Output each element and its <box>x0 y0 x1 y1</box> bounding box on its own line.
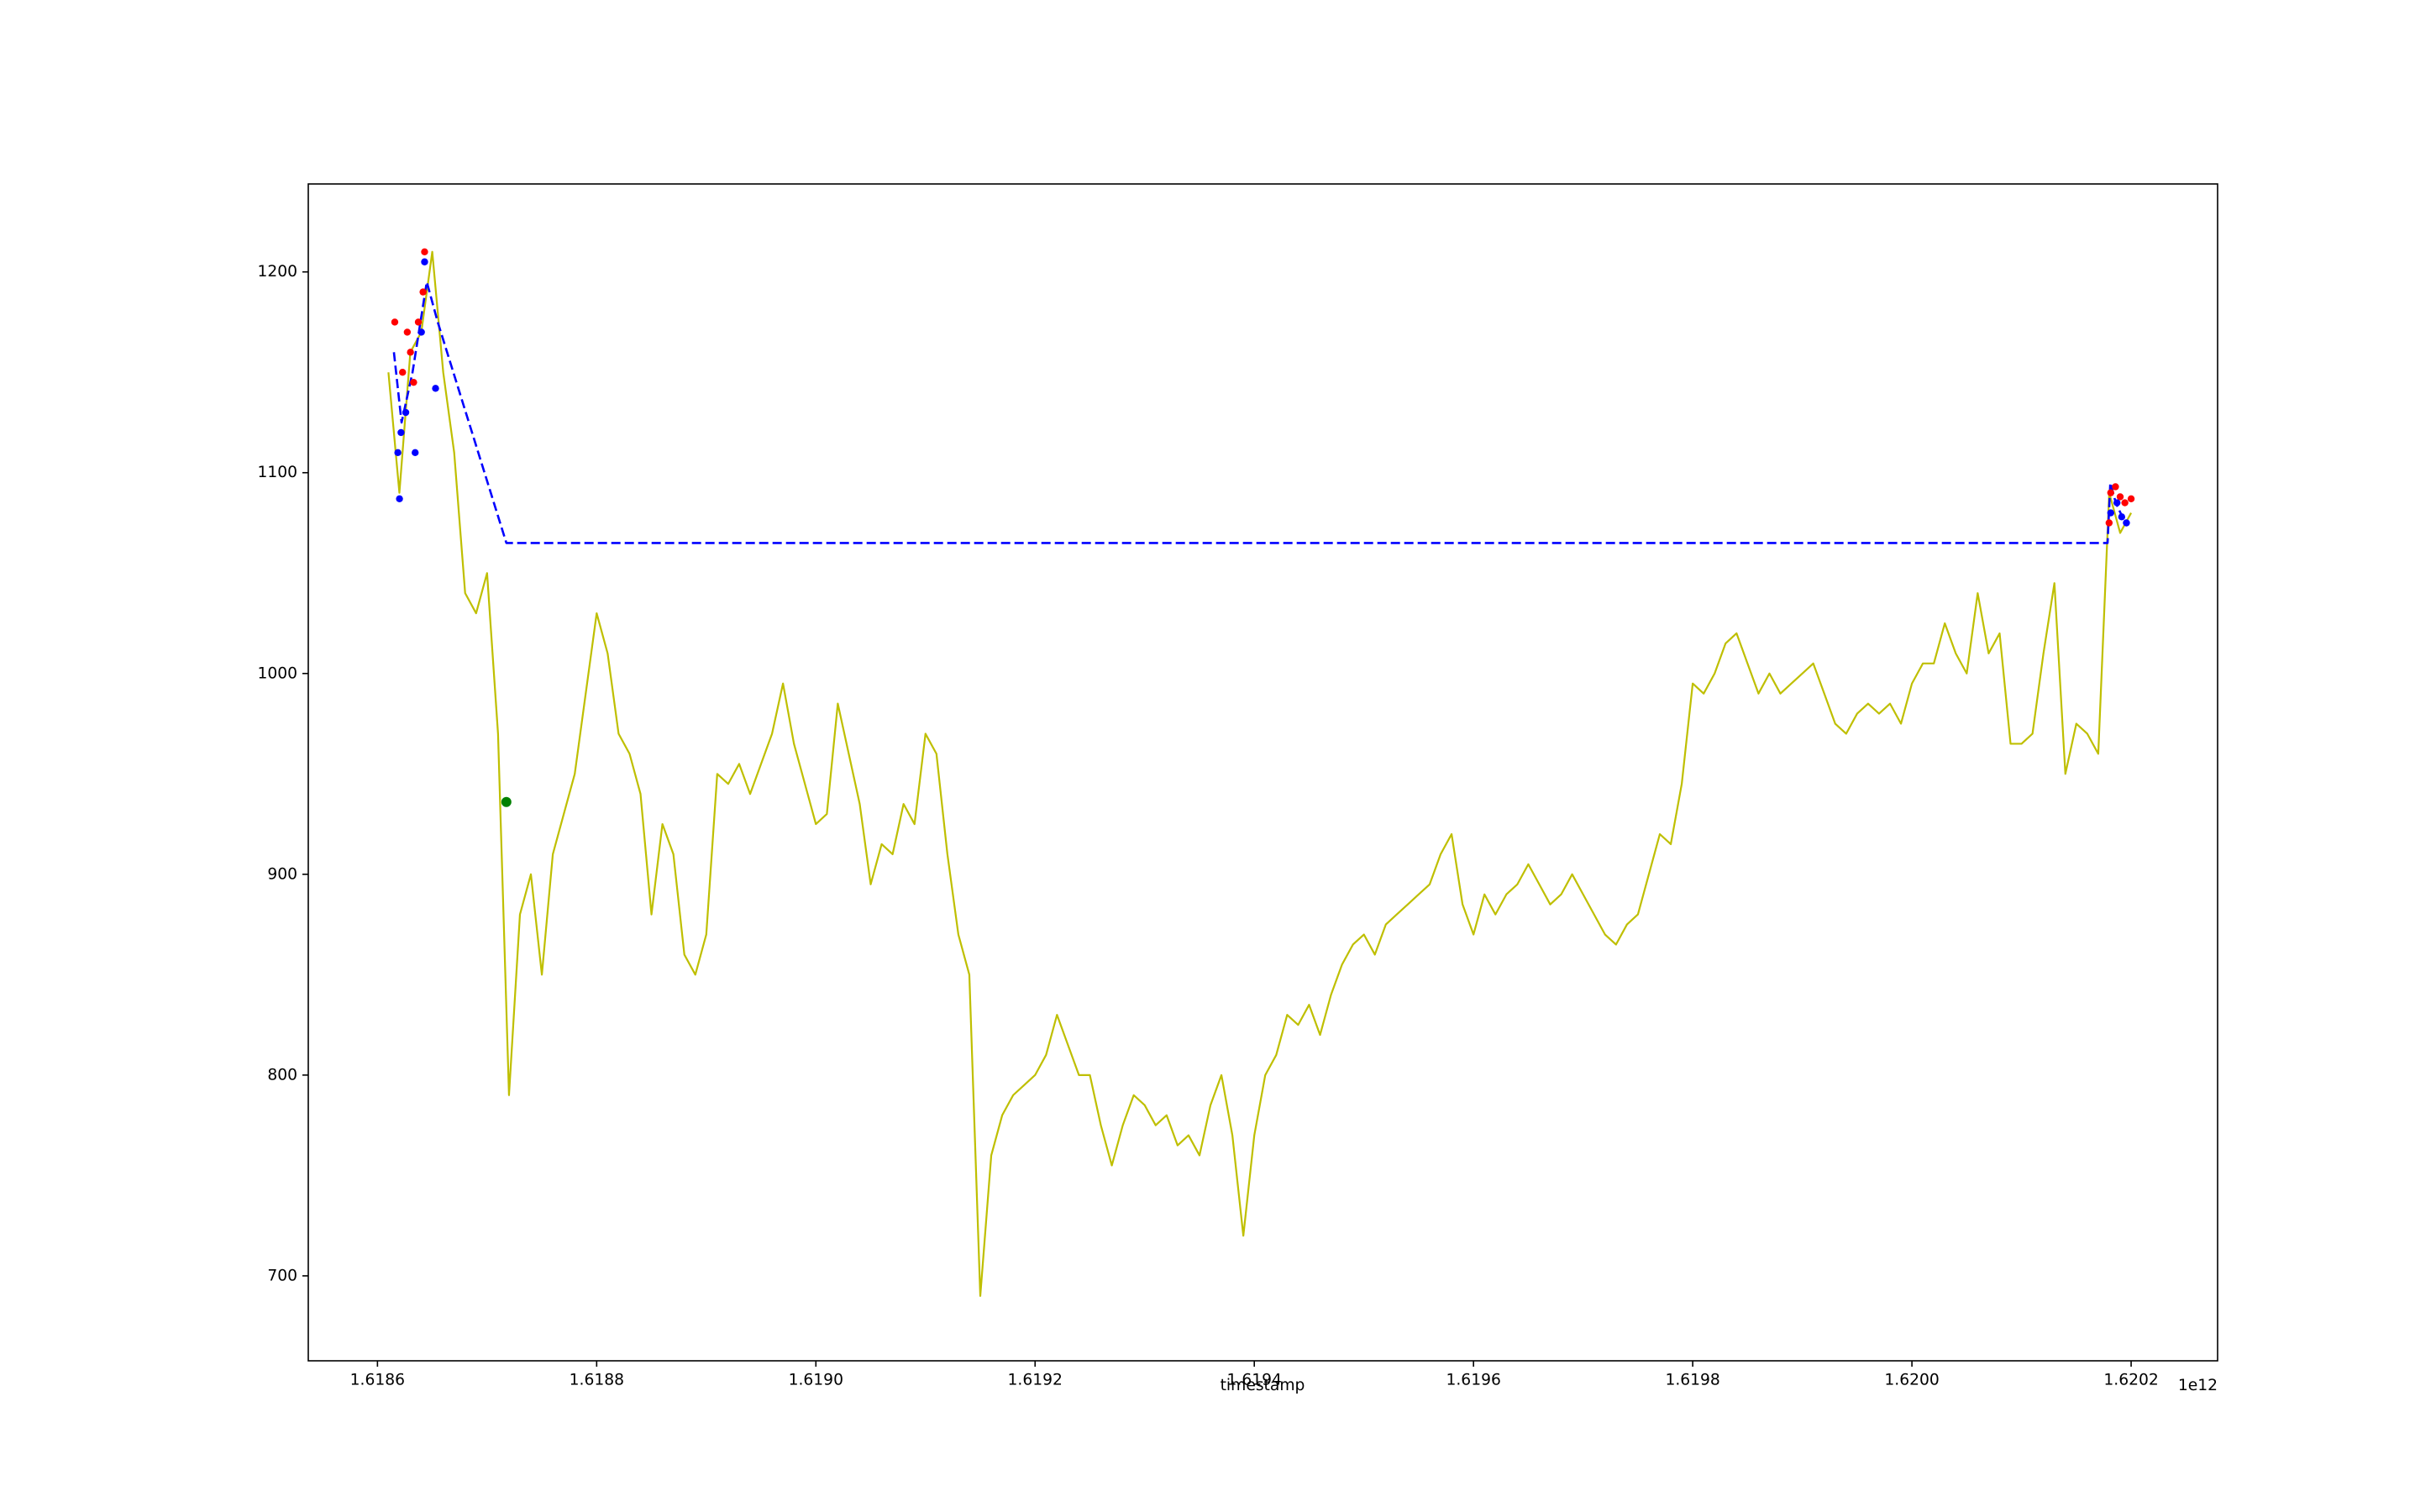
scatter-point <box>403 328 412 336</box>
x-axis-label: timestamp <box>1221 1377 1305 1394</box>
x-tick-label: 1.6202 <box>2103 1372 2158 1389</box>
x-tick-label: 1.6186 <box>350 1372 405 1389</box>
x-tick-label: 1.6196 <box>1446 1372 1500 1389</box>
scatter-point <box>2113 499 2121 507</box>
x-offset-label: 1e12 <box>2178 1377 2218 1394</box>
y-tick-label: 1200 <box>257 263 297 281</box>
axes-frame <box>307 183 2218 1362</box>
scatter-point <box>2121 499 2129 507</box>
y-tick-label: 900 <box>267 865 297 883</box>
scatter-point <box>2112 483 2119 491</box>
scatter-point <box>410 378 417 386</box>
series-line <box>392 281 2124 544</box>
scatter-point <box>421 248 428 255</box>
y-tick-label: 700 <box>267 1267 297 1284</box>
scatter-point <box>417 328 425 336</box>
y-tick-label: 800 <box>267 1066 297 1084</box>
scatter-point <box>2116 493 2124 501</box>
scatter-point <box>414 318 423 326</box>
x-tick-label: 1.6190 <box>789 1372 843 1389</box>
scatter-point <box>2127 495 2135 503</box>
scatter-point <box>412 449 419 457</box>
x-tick-label: 1.6198 <box>1665 1372 1719 1389</box>
scatter-point <box>394 449 402 457</box>
scatter-point <box>419 288 427 296</box>
x-tick-label: 1.6188 <box>570 1372 624 1389</box>
scatter-point <box>402 408 410 417</box>
scatter-point <box>396 495 403 503</box>
series-line <box>387 250 2133 1297</box>
y-tick-label: 1100 <box>257 464 297 481</box>
y-tick-label: 1000 <box>257 664 297 682</box>
scatter-point <box>407 349 414 356</box>
scatter-point <box>2107 509 2114 517</box>
scatter-point <box>397 428 405 437</box>
scatter-point <box>2118 513 2126 521</box>
scatter-point <box>2107 489 2114 496</box>
scatter-point <box>421 258 428 265</box>
scatter-point <box>2105 519 2113 527</box>
scatter-point <box>432 385 439 392</box>
scatter-point <box>2123 519 2130 527</box>
scatter-point <box>391 318 399 326</box>
x-tick-label: 1.6194 <box>1227 1372 1282 1389</box>
scatter-point <box>399 369 407 376</box>
x-tick-label: 1.6200 <box>1884 1372 1939 1389</box>
scatter-point <box>501 796 512 807</box>
x-tick-label: 1.6192 <box>1008 1372 1063 1389</box>
